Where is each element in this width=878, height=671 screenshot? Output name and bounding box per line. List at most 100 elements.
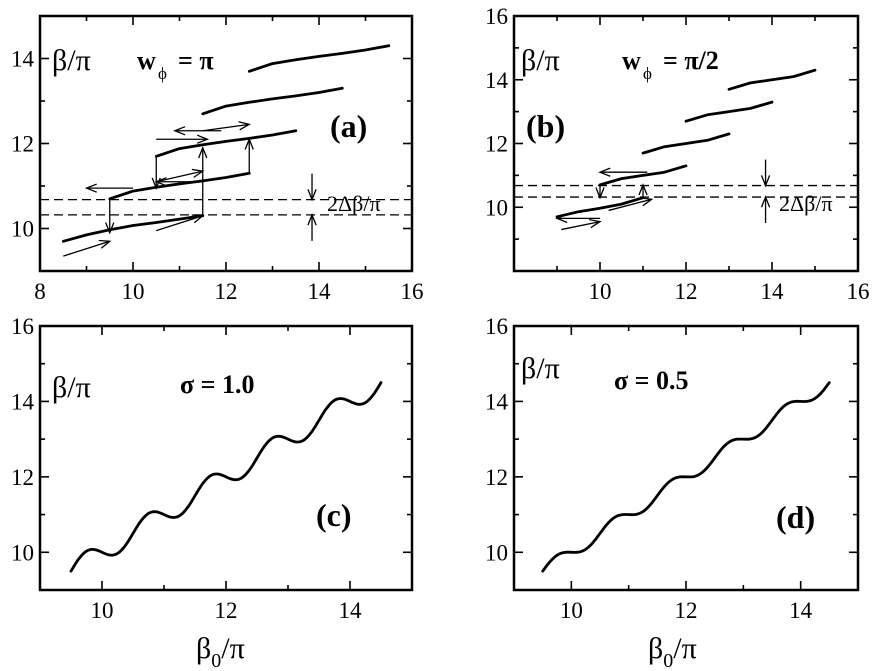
a-sweep-down-arrow <box>173 126 222 136</box>
c-ytick-label: 16 <box>11 314 34 339</box>
b-ytick-label: 10 <box>485 195 508 220</box>
c-ytick-label: 10 <box>11 540 34 565</box>
panel-c-xlabel-sub: 0 <box>211 650 221 671</box>
b-gap-arrow-bottom <box>760 195 771 224</box>
panel-c-curves <box>69 381 383 573</box>
panel-b-param-value: = π/2 <box>663 46 719 75</box>
panel-a-arrows <box>63 121 317 257</box>
c-xtick-label: 14 <box>339 598 363 623</box>
a-xtick-label: 14 <box>308 279 332 304</box>
b-branch <box>641 132 731 155</box>
panel-c: 10 12 14 10 12 14 16 β/π σ = 1.0 (c) β0/π <box>11 314 414 671</box>
a-ytick-label: 14 <box>11 47 35 72</box>
d-curve <box>541 381 831 573</box>
panel-d-curves <box>541 381 831 573</box>
a-xtick-label: 10 <box>122 279 145 304</box>
b-branch <box>684 100 774 123</box>
b-ytick-label: 14 <box>485 68 509 93</box>
d-xtick-label: 14 <box>789 598 813 623</box>
panel-b-param-sub: ϕ <box>643 64 652 83</box>
a-sweep-up-arrow <box>156 168 205 183</box>
b-xtick-label: 14 <box>761 279 785 304</box>
a-sweep-up-arrow <box>202 121 251 132</box>
a-sweep-up-arrow <box>156 214 205 232</box>
panel-a-dashed-lines <box>40 198 412 216</box>
panel-a-param-value: = π <box>178 46 214 75</box>
panel-c-param-value: σ = 1.0 <box>180 370 254 399</box>
b-sweep-up-arrow <box>608 197 654 212</box>
panel-d-label: (d) <box>776 499 815 535</box>
a-gap-arrow-top <box>307 173 317 202</box>
a-sweep-down-arrow <box>154 177 203 187</box>
b-ytick-label: 12 <box>485 132 508 157</box>
panel-a-label: (a) <box>330 108 367 144</box>
panel-b-label: (b) <box>526 108 565 144</box>
a-sweep-down-arrow <box>84 183 133 193</box>
a-branch <box>61 214 205 243</box>
panel-b: 10 12 14 16 10 12 14 16 β/π w ϕ = π/2 (b) 2Δβ/π <box>485 4 870 304</box>
a-sweep-up-arrow <box>63 239 112 257</box>
a-jump-down-arrow <box>105 198 115 235</box>
panel-a-gap-label: 2Δβ/π <box>327 191 381 216</box>
b-sweep-down-arrow <box>598 167 648 177</box>
panel-c-ylabel: β/π <box>52 371 91 404</box>
b-branch <box>555 196 645 219</box>
panel-a-ylabel: β/π <box>52 44 91 77</box>
panel-c-xlabel-main: β <box>196 632 211 665</box>
d-ytick-label: 10 <box>485 540 508 565</box>
d-xtick-label: 10 <box>560 598 583 623</box>
a-ytick-label: 12 <box>11 132 34 157</box>
panel-a-param-label: w <box>137 46 156 75</box>
b-xtick-label: 12 <box>675 279 698 304</box>
b-jump-up-arrow <box>638 183 648 198</box>
panel-d-param-value: σ = 0.5 <box>614 366 688 395</box>
a-xtick-label: 8 <box>34 279 46 304</box>
b-branch <box>727 68 817 91</box>
b-jump-down-arrow <box>595 184 605 200</box>
a-branch <box>247 44 391 73</box>
b-branch <box>598 164 688 187</box>
panel-b-dashed-lines <box>514 184 858 198</box>
panel-d-ylabel: β/π <box>521 352 560 385</box>
b-gap-arrow-top <box>760 159 771 188</box>
c-xtick-label: 10 <box>91 598 114 623</box>
c-ytick-label: 12 <box>11 465 34 490</box>
a-sweep-down-arrow <box>156 134 210 144</box>
panel-b-gap-label: 2Δβ/π <box>779 191 833 216</box>
panel-a-tick-labels: 8 10 12 14 16 10 12 14 <box>11 47 424 305</box>
panel-a: 8 10 12 14 16 10 12 14 β/π w ϕ = π (a) 2Δβ/π <box>11 14 424 305</box>
a-branch <box>154 129 298 158</box>
panel-b-ylabel: β/π <box>521 44 560 77</box>
panel-c-tick-labels: 10 12 14 10 12 14 16 <box>11 314 362 623</box>
panel-b-arrows <box>555 159 771 231</box>
panel-d-xlabel: β0/π <box>648 632 697 671</box>
panel-a-curves <box>61 44 391 243</box>
a-ytick-label: 10 <box>11 217 34 242</box>
b-ytick-label: 16 <box>485 4 508 29</box>
c-curve <box>69 381 383 573</box>
panel-a-ticks <box>39 15 413 272</box>
a-branch <box>108 171 251 201</box>
b-xtick-label: 10 <box>589 279 612 304</box>
c-ytick-label: 14 <box>11 389 35 414</box>
panel-c-xlabel-tail: /π <box>221 632 244 665</box>
a-xtick-label: 16 <box>401 279 424 304</box>
panel-d-tick-labels: 10 12 14 10 12 14 16 <box>485 314 813 623</box>
d-ytick-label: 12 <box>485 465 508 490</box>
panel-d-ticks <box>513 325 859 591</box>
panel-a-param-sub: ϕ <box>158 64 167 83</box>
panel-c-ticks <box>39 325 413 591</box>
b-sweep-up-arrow <box>561 219 602 231</box>
panel-d-xlabel-main: β <box>648 632 663 665</box>
d-ytick-label: 14 <box>485 389 509 414</box>
panel-b-param-label: w <box>622 46 641 75</box>
a-jump-up-arrow <box>244 137 254 174</box>
b-sweep-down-arrow <box>555 213 600 224</box>
panel-b-curves <box>555 68 817 219</box>
panel-c-label: (c) <box>316 497 352 533</box>
d-ytick-label: 16 <box>485 314 508 339</box>
panel-d-xlabel-sub: 0 <box>663 650 673 671</box>
a-gap-arrow-bottom <box>307 213 317 241</box>
d-xtick-label: 12 <box>675 598 698 623</box>
